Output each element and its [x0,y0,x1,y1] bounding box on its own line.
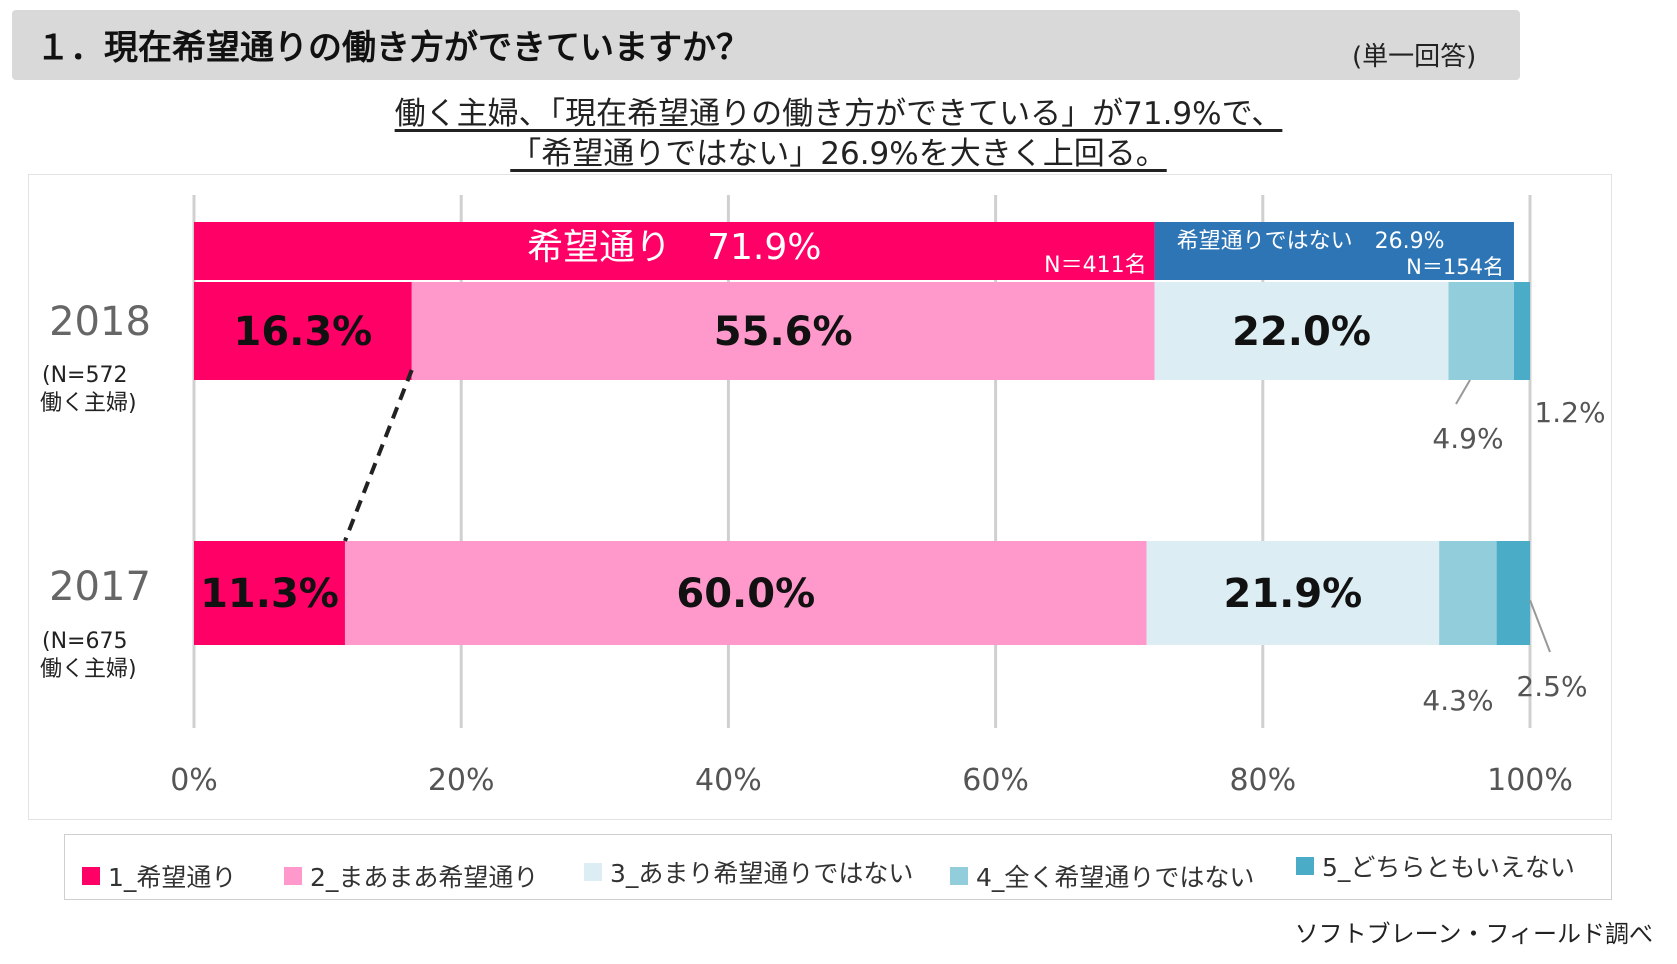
sample-size-label: (N=675 [42,629,127,654]
bar-segment [1513,282,1530,380]
legend-item: 3_あまり希望通りではない [584,854,913,890]
legend-item: 2_まあまあ希望通り [284,858,538,894]
year-label: 2018 [49,299,151,345]
data-label: 2.5% [1516,670,1587,703]
data-label: 16.3% [233,309,372,355]
legend-label: 5_どちらともいえない [1322,853,1575,882]
not-kibou-summary-banner [1154,222,1514,280]
legend-item: 1_希望通り [82,858,236,894]
bar-segment [1448,282,1514,380]
chart-frame [28,174,1612,820]
data-label: 55.6% [714,309,853,355]
legend-label: 4_全く希望通りではない [976,863,1255,892]
title-bar [12,10,1520,80]
legend-swatch [584,863,602,881]
kibou-sample-size: N＝411名 [1044,253,1146,278]
legend-label: 2_まあまあ希望通り [310,863,539,892]
page-title: １．現在希望通りの働き方ができていますか？ [36,28,750,68]
legend-swatch [1296,857,1314,875]
legend-item: 4_全く希望通りではない [950,858,1254,894]
respondent-group-label: 働く主婦) [40,657,137,682]
x-tick-label: 0% [170,763,218,798]
x-tick-label: 60% [962,763,1029,798]
data-label: 22.0% [1232,309,1371,355]
legend-label: 3_あまり希望通りではない [610,859,914,888]
leader-line [1455,379,1471,405]
x-tick-label: 80% [1229,763,1296,798]
data-label: 4.9% [1432,422,1503,455]
bar-segment [344,541,1147,645]
legend-swatch [950,867,968,885]
x-tick-label: 20% [428,763,495,798]
headline-line-1: 働く主婦、「現在希望通りの働き方ができている」が71.9%で、 [394,96,1283,132]
data-label: 21.9% [1223,571,1362,617]
data-label: 1.2% [1534,396,1605,429]
sample-size-label: (N=572 [42,363,127,388]
comparison-dashed-line [343,369,414,542]
bar-segment [194,282,412,380]
answer-type-label: (単一回答) [1352,42,1477,72]
bar-segment [1439,541,1497,645]
data-label: 11.3% [200,571,339,617]
source-credit: ソフトブレーン・フィールド調べ [1294,920,1653,948]
legend-swatch [284,867,302,885]
bar-segment [1154,282,1449,380]
year-label: 2017 [49,564,151,610]
bar-segment [194,541,345,645]
data-label: 4.3% [1422,684,1493,717]
not-kibou-sample-size: N＝154名 [1406,255,1504,279]
legend-swatch [82,867,100,885]
kibou-summary-label: 希望通り 71.9% [527,227,821,268]
data-label: 60.0% [676,571,815,617]
headline-line-2: 「希望通りではない」26.9%を大きく上回る。 [510,136,1167,172]
legend-item: 5_どちらともいえない [1296,848,1575,884]
leader-line [1529,599,1551,653]
bar-segment [1496,541,1530,645]
not-kibou-summary-label: 希望通りではない 26.9% [1177,229,1445,254]
bar-segment [1146,541,1440,645]
kibou-summary-banner [194,222,1155,280]
x-tick-label: 100% [1487,763,1573,798]
bar-segment [411,282,1155,380]
x-tick-label: 40% [695,763,762,798]
legend-label: 1_希望通り [108,863,237,892]
respondent-group-label: 働く主婦) [40,391,137,416]
legend [64,834,1612,900]
